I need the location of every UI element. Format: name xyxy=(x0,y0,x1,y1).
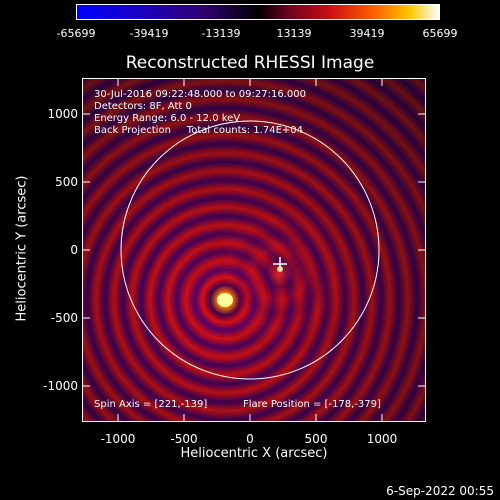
y-tick-label: 0 xyxy=(70,243,78,257)
detectors-text: Detectors: 8F, Att 0 xyxy=(94,101,192,112)
flare-position-text: Flare Position = [-178,-379] xyxy=(243,399,381,410)
x-tick-label: -1000 xyxy=(100,432,136,446)
x-tick-label: 0 xyxy=(246,432,254,446)
y-tick-label: -1000 xyxy=(43,379,78,393)
spin-axis-marker xyxy=(273,257,287,271)
x-axis-label: Heliocentric X (arcsec) xyxy=(180,446,328,461)
image-title: Reconstructed RHESSI Image xyxy=(125,53,375,73)
colorbar-tick: 39419 xyxy=(349,27,385,40)
energy-range-text: Energy Range: 6.0 - 12.0 keV xyxy=(94,113,241,124)
method-counts-text: Back Projection Total counts: 1.74E+04 xyxy=(94,125,303,136)
solar-limb-circle xyxy=(120,120,380,380)
colorbar-tick: -13139 xyxy=(201,27,241,40)
flare-source xyxy=(217,293,233,307)
y-tick-label: 500 xyxy=(55,175,78,189)
colorbar-tick: 13139 xyxy=(276,27,312,40)
plot-date: 6-Sep-2022 00:55 xyxy=(386,484,494,498)
colorbar-tick: 65699 xyxy=(422,27,458,40)
x-tick-label: 500 xyxy=(304,432,328,446)
colorbar-tick: -39419 xyxy=(129,27,169,40)
rhessi-image-plot xyxy=(82,78,426,422)
x-tick-label: -500 xyxy=(170,432,198,446)
colorbar xyxy=(76,4,440,20)
x-tick-label: 1000 xyxy=(366,432,398,446)
time-range-text: 30-Jul-2016 09:22:48.000 to 09:27:16.000 xyxy=(94,89,306,100)
y-axis-label: Heliocentric Y (arcsec) xyxy=(14,175,30,322)
spin-axis-text: Spin Axis = [221,-139] xyxy=(94,399,208,410)
y-tick-label: -500 xyxy=(50,311,78,325)
y-tick-label: 1000 xyxy=(47,107,78,121)
colorbar-tick: -65699 xyxy=(56,27,96,40)
